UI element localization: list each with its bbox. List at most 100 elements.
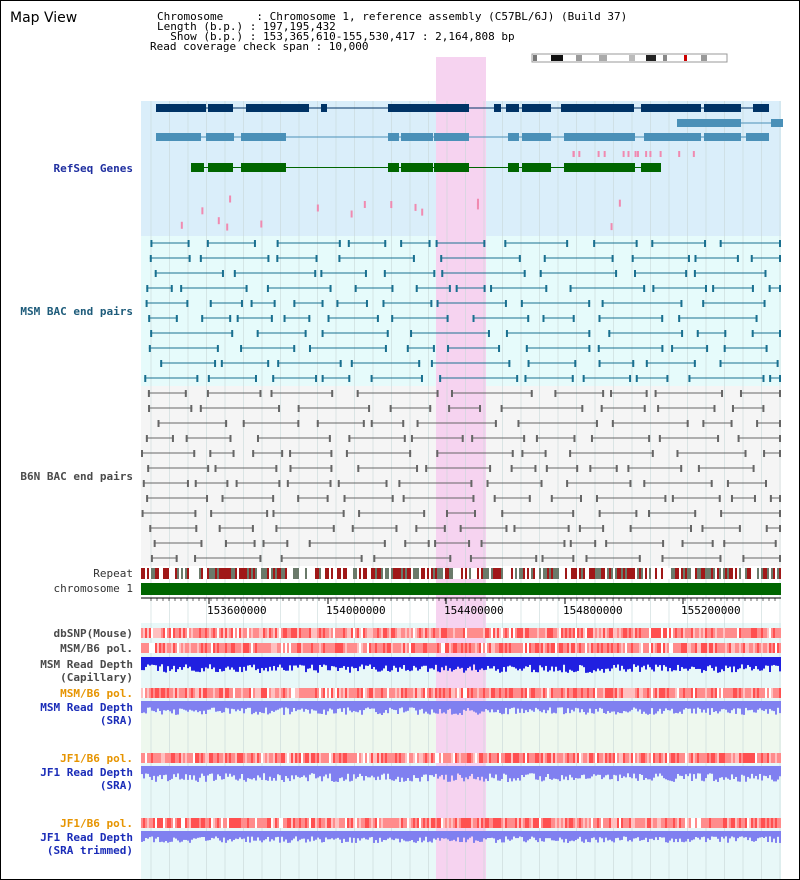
- snp-density-cell: [723, 818, 725, 828]
- track-label-msm-pol-1[interactable]: MSM/B6 pol.: [60, 642, 133, 655]
- read-depth-bar: [151, 766, 153, 780]
- snp-density-cell: [725, 628, 727, 638]
- snp-density-cell: [145, 818, 147, 828]
- snp-density-cell: [383, 643, 385, 653]
- read-depth-bar: [393, 657, 395, 666]
- snp-density-cell: [489, 643, 491, 653]
- snp-density-cell: [261, 688, 263, 698]
- bac-end-marker: [251, 525, 254, 532]
- snp-density-cell: [625, 753, 627, 763]
- read-depth-bar: [253, 701, 255, 714]
- track-label-jf1-depth-trim-1[interactable]: JF1 Read Depth: [40, 831, 133, 844]
- read-depth-bar: [757, 766, 759, 780]
- bac-end-marker: [221, 495, 224, 502]
- snp-density-cell: [573, 643, 575, 653]
- read-depth-bar: [235, 701, 237, 712]
- snp-density-cell: [419, 688, 421, 698]
- snp-density-cell: [697, 643, 699, 653]
- read-depth-bar: [525, 766, 527, 775]
- snp-density-cell: [141, 818, 143, 828]
- snp-density-cell: [699, 688, 701, 698]
- snp-density-cell: [649, 818, 651, 828]
- track-label-jf1-pol-1[interactable]: JF1/B6 pol.: [60, 752, 133, 765]
- track-label-jf1-depth-sra-1[interactable]: JF1 Read Depth: [40, 766, 133, 779]
- repeat-segment: [403, 568, 405, 579]
- read-depth-bar: [491, 831, 493, 838]
- snp-density-cell: [657, 688, 659, 698]
- read-depth-bar: [249, 766, 251, 779]
- snp-density-cell: [347, 643, 349, 653]
- bac-end-marker: [643, 285, 646, 292]
- read-depth-bar: [695, 657, 697, 670]
- refseq-marker: [414, 203, 417, 211]
- repeat-segment: [609, 568, 611, 579]
- read-depth-bar: [391, 831, 393, 840]
- snp-density-cell: [339, 643, 341, 653]
- snp-density-cell: [715, 753, 717, 763]
- read-depth-bar: [517, 657, 519, 671]
- track-label-refseq-genes[interactable]: RefSeq Genes: [53, 162, 133, 175]
- repeat-segment: [205, 568, 207, 579]
- bac-end-marker: [391, 285, 394, 292]
- snp-density-cell: [383, 688, 385, 698]
- track-label-chromosome[interactable]: chromosome 1: [53, 582, 133, 595]
- track-label-msm-bac[interactable]: MSM BAC end pairs: [20, 305, 133, 318]
- read-depth-bar: [523, 701, 525, 714]
- track-label-b6n-bac[interactable]: B6N BAC end pairs: [20, 470, 133, 483]
- bac-end-marker: [779, 495, 781, 502]
- snp-density-cell: [577, 643, 579, 653]
- snp-density-cell: [769, 688, 771, 698]
- read-depth-bar: [533, 657, 535, 670]
- read-depth-bar: [575, 657, 577, 672]
- read-depth-bar: [249, 831, 251, 843]
- track-label-jf1-pol-2[interactable]: JF1/B6 pol.: [60, 817, 133, 830]
- snp-density-cell: [381, 688, 383, 698]
- bac-end-marker: [569, 285, 572, 292]
- bac-end-marker: [608, 330, 611, 337]
- track-label-msm-depth-sra-1[interactable]: MSM Read Depth: [40, 701, 133, 714]
- snp-density-cell: [721, 688, 723, 698]
- snp-density-cell: [281, 753, 283, 763]
- read-depth-bar: [489, 701, 491, 713]
- bac-end-marker: [686, 420, 689, 427]
- snp-density-cell: [763, 818, 765, 828]
- read-depth-bar: [423, 657, 425, 666]
- snp-density-cell: [165, 643, 167, 653]
- track-label-dbsnp[interactable]: dbSNP(Mouse): [53, 627, 133, 640]
- snp-density-cell: [643, 753, 645, 763]
- bac-end-marker: [293, 345, 296, 352]
- track-label-msm-depth-cap-1[interactable]: MSM Read Depth: [40, 658, 133, 671]
- snp-density-cell: [377, 628, 379, 638]
- read-depth-bar: [337, 831, 339, 838]
- snp-density-cell: [435, 818, 437, 828]
- track-label-msm-pol-2[interactable]: MSM/B6 pol.: [60, 687, 133, 700]
- snp-density-cell: [489, 753, 491, 763]
- repeat-segment: [677, 568, 679, 579]
- read-depth-bar: [577, 657, 579, 671]
- snp-density-cell: [717, 818, 719, 828]
- bac-end-marker: [545, 465, 548, 472]
- read-depth-bar: [347, 766, 349, 774]
- read-depth-bar: [255, 657, 257, 671]
- read-depth-bar: [375, 831, 377, 841]
- snp-density-cell: [751, 688, 753, 698]
- snp-density-cell: [239, 628, 241, 638]
- bac-end-marker: [348, 375, 351, 382]
- coverage-span-info: Read coverage check span : 10,000: [150, 40, 369, 53]
- read-depth-bar: [237, 701, 239, 710]
- snp-density-cell: [205, 818, 207, 828]
- snp-density-cell: [643, 643, 645, 653]
- bac-end-marker: [368, 405, 371, 412]
- read-depth-bar: [671, 766, 673, 782]
- snp-density-cell: [427, 643, 429, 653]
- read-depth-bar: [677, 766, 679, 774]
- bac-end-marker: [483, 285, 486, 292]
- read-depth-bar: [463, 766, 465, 782]
- snp-density-cell: [621, 628, 623, 638]
- read-depth-bar: [663, 657, 665, 666]
- gene-exon: [564, 163, 635, 172]
- track-label-repeat[interactable]: Repeat: [93, 567, 133, 580]
- read-depth-bar: [665, 766, 667, 780]
